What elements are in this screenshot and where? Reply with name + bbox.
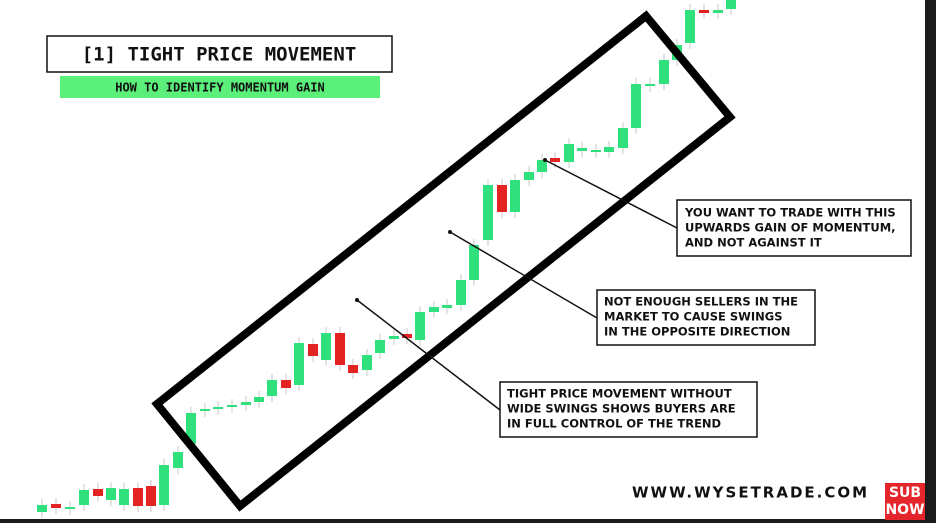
candle-body bbox=[65, 507, 75, 509]
annotation-box bbox=[499, 381, 758, 438]
candle-body bbox=[604, 147, 614, 152]
candle-body bbox=[200, 409, 210, 411]
title-box bbox=[46, 35, 393, 73]
candle-body bbox=[281, 380, 291, 388]
frame-edge bbox=[925, 0, 936, 523]
candle-body bbox=[294, 343, 304, 385]
badge-text: NOW bbox=[885, 502, 924, 518]
annotation-text: IN THE OPPOSITE DIRECTION bbox=[604, 325, 790, 339]
candle-body bbox=[308, 344, 318, 356]
candle-body bbox=[685, 10, 695, 43]
candle-body bbox=[119, 489, 129, 505]
annotation-text: MARKET TO CAUSE SWINGS bbox=[604, 310, 783, 324]
candle-body bbox=[469, 245, 479, 280]
pointer-dot bbox=[355, 298, 359, 302]
pointer-line bbox=[449, 231, 598, 319]
candle-body bbox=[335, 333, 345, 365]
pointer-dot bbox=[543, 158, 547, 162]
candle-body bbox=[79, 490, 89, 505]
candle-body bbox=[106, 488, 116, 500]
candle-body bbox=[524, 172, 534, 180]
candle-body bbox=[51, 504, 61, 508]
annotation-text: IN FULL CONTROL OF THE TREND bbox=[507, 417, 721, 431]
candle-body bbox=[159, 465, 169, 505]
annotation-text: TIGHT PRICE MOVEMENT WITHOUT bbox=[507, 387, 732, 401]
subtitle: HOW TO IDENTIFY MOMENTUM GAIN bbox=[115, 81, 325, 95]
candle-body bbox=[537, 160, 547, 172]
annotation-text: WIDE SWINGS SHOWS BUYERS ARE bbox=[507, 402, 736, 416]
candle-body bbox=[375, 340, 385, 353]
candles bbox=[37, 0, 736, 518]
annotation-box bbox=[596, 289, 816, 346]
candle-body bbox=[591, 150, 601, 152]
candle-body bbox=[456, 280, 466, 305]
candle-body bbox=[402, 334, 412, 338]
website: WWW.WYSETRADE.COM bbox=[632, 484, 869, 502]
annotation-box bbox=[676, 199, 912, 257]
candle-body bbox=[389, 336, 399, 339]
candle-body bbox=[645, 84, 655, 86]
candle-body bbox=[699, 10, 709, 13]
candle-body bbox=[173, 452, 183, 468]
candle-body bbox=[241, 402, 251, 405]
pointer-line bbox=[544, 159, 678, 229]
candle-body bbox=[564, 144, 574, 162]
candle-body bbox=[254, 397, 264, 402]
candle-body bbox=[93, 489, 103, 496]
candle-body bbox=[186, 413, 196, 444]
candle-body bbox=[362, 355, 372, 370]
candle-body bbox=[577, 148, 587, 151]
candle-body bbox=[483, 185, 493, 240]
frame-edge bbox=[0, 519, 936, 523]
subtitle-bar bbox=[60, 76, 380, 98]
candle-body bbox=[37, 505, 47, 512]
candle-body bbox=[497, 185, 507, 212]
candle-body bbox=[321, 333, 331, 360]
candle-body bbox=[550, 158, 560, 162]
annotation-text: UPWARDS GAIN OF MOMENTUM, bbox=[685, 221, 896, 235]
pointer-line bbox=[356, 299, 501, 411]
pointer-dot bbox=[448, 230, 452, 234]
badge-text: SUB bbox=[889, 485, 921, 501]
candle-body bbox=[726, 0, 736, 9]
candle-body bbox=[133, 488, 143, 506]
candle-body bbox=[618, 128, 628, 148]
candle-body bbox=[348, 365, 358, 373]
candle-body bbox=[146, 486, 156, 506]
candle-body bbox=[429, 307, 439, 312]
candle-body bbox=[267, 380, 277, 396]
title: [1] TIGHT PRICE MOVEMENT bbox=[82, 44, 357, 66]
candle-body bbox=[213, 407, 223, 409]
annotation-text: YOU WANT TO TRADE WITH THIS bbox=[684, 206, 896, 220]
candle-body bbox=[631, 84, 641, 128]
candle-body bbox=[415, 312, 425, 340]
channel-box bbox=[151, 10, 736, 512]
candle-body bbox=[659, 60, 669, 84]
candle-body bbox=[442, 305, 452, 308]
candle-body bbox=[713, 10, 723, 13]
candle-body bbox=[227, 405, 237, 407]
subscribe-badge[interactable] bbox=[885, 483, 925, 520]
annotation-text: NOT ENOUGH SELLERS IN THE bbox=[604, 295, 798, 309]
annotation-text: AND NOT AGAINST IT bbox=[685, 236, 822, 250]
candle-body bbox=[510, 180, 520, 212]
